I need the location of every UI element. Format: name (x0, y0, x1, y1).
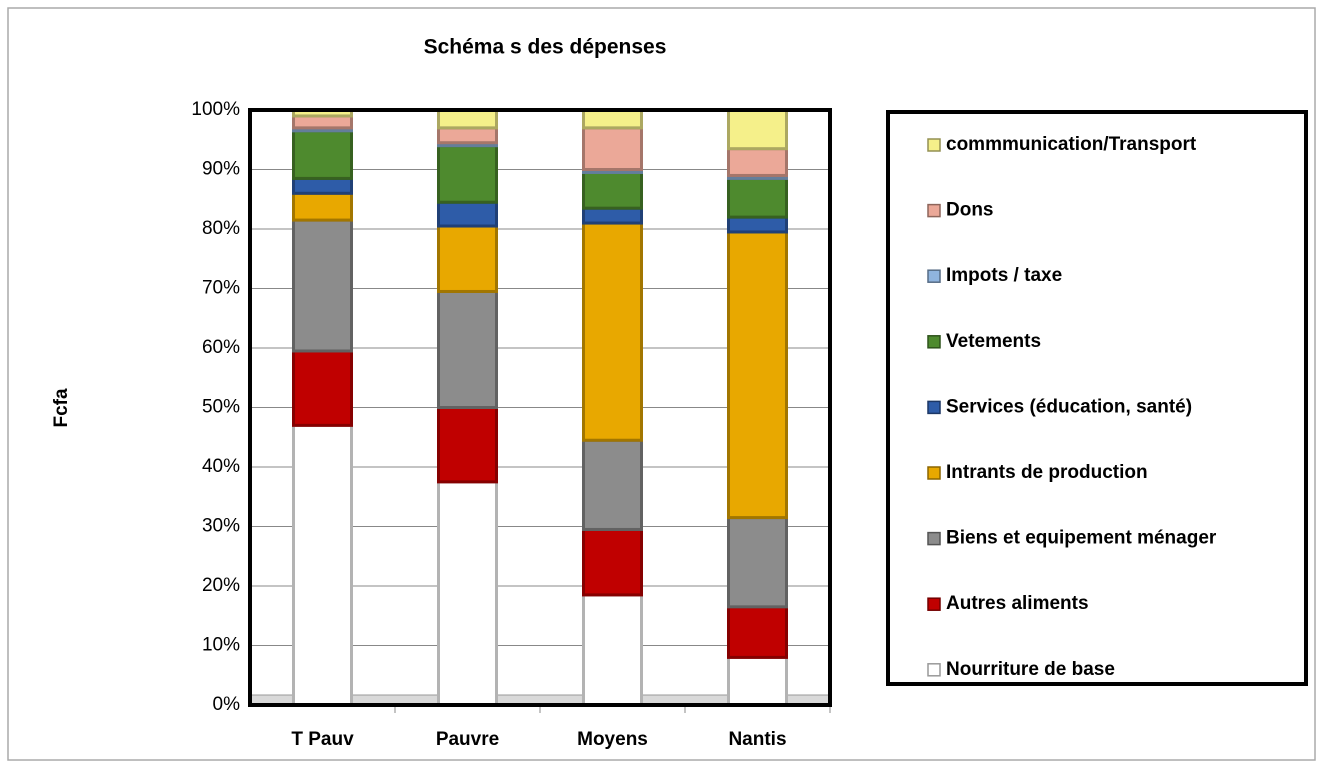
y-tick-label: 0% (213, 694, 241, 715)
bar-segment (437, 289, 498, 410)
legend-label: Services (éducation, santé) (946, 396, 1192, 417)
bar-segment (582, 170, 643, 210)
bar-segment (727, 147, 788, 177)
bar-segment (437, 108, 498, 130)
legend-swatch (927, 335, 941, 349)
legend-label: Vetements (946, 331, 1041, 352)
bar-segment (727, 655, 788, 707)
bar-segment (582, 221, 643, 442)
legend-label: Impots / taxe (946, 265, 1062, 286)
legend-label: commmunication/Transport (946, 134, 1197, 155)
bar-segment (582, 126, 643, 171)
bar-segment (437, 200, 498, 228)
bar-segment (582, 593, 643, 707)
bar-segment (582, 206, 643, 225)
bar-segment (437, 480, 498, 707)
y-tick-label: 40% (202, 456, 240, 477)
legend-swatch (927, 531, 941, 546)
bar-segment (582, 527, 643, 597)
y-tick-label: 70% (202, 278, 240, 299)
y-tick-label: 100% (191, 99, 240, 120)
bar-segment (582, 438, 643, 531)
x-tick-label: T Pauv (291, 729, 354, 750)
bar-segment (292, 349, 353, 427)
chart-title: Schéma s des dépenses (424, 36, 667, 59)
bar-segment (292, 129, 353, 180)
x-tick-label: Moyens (577, 729, 648, 750)
legend-swatch (927, 269, 941, 283)
legend-swatch (927, 203, 941, 218)
y-tick-label: 50% (202, 397, 240, 418)
bar-segment (292, 423, 353, 707)
y-tick-label: 60% (202, 337, 240, 358)
legend-swatch (927, 597, 941, 611)
y-tick-label: 20% (202, 575, 240, 596)
bar-segment (437, 144, 498, 204)
y-axis-label: Fcfa (51, 388, 72, 428)
legend-swatch (927, 663, 941, 677)
y-tick-label: 30% (202, 516, 240, 537)
bar-segment (727, 176, 788, 219)
bar-segment (292, 191, 353, 222)
y-tick-label: 10% (202, 635, 240, 656)
legend-label: Nourriture de base (946, 659, 1115, 680)
bar-segment (292, 218, 353, 353)
legend-label: Biens et equipement ménager (946, 528, 1217, 549)
x-tick-label: Nantis (728, 729, 786, 750)
x-tick-label: Pauvre (436, 729, 499, 750)
bar-segment (437, 406, 498, 484)
bar-segment (727, 605, 788, 659)
bar-segment (582, 108, 643, 130)
legend-label: Dons (946, 200, 994, 221)
legend-swatch (927, 138, 941, 152)
legend-label: Intrants de production (946, 462, 1148, 483)
plot-border (248, 108, 832, 707)
bar-segment (727, 516, 788, 609)
bar-segment (292, 176, 353, 195)
y-tick-label: 80% (202, 218, 240, 239)
bar-segment (437, 224, 498, 293)
legend-swatch (927, 400, 941, 415)
bar-segment (437, 126, 498, 145)
legend-box (886, 110, 1308, 686)
legend-label: Autres aliments (946, 593, 1089, 614)
legend-swatch (927, 466, 941, 480)
y-tick-label: 90% (202, 159, 240, 180)
bar-segment (727, 215, 788, 234)
bar-segment (292, 114, 353, 130)
bar-segment (727, 108, 788, 151)
bar-segment (727, 230, 788, 520)
